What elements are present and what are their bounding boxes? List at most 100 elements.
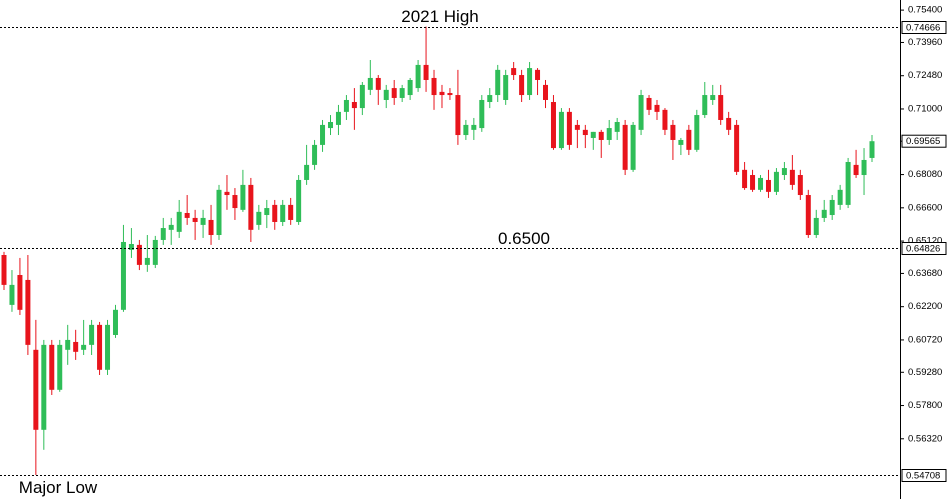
candle-body xyxy=(821,209,827,218)
level-annotation: 0.6500 xyxy=(498,229,550,248)
level-price-box xyxy=(901,21,947,34)
candle-body xyxy=(431,77,437,96)
level-price-label: 0.74666 xyxy=(906,23,940,34)
candle-body xyxy=(503,75,509,100)
candle-body xyxy=(184,212,190,218)
candle-body xyxy=(598,131,604,140)
y-tick-label: 0.60720 xyxy=(908,334,942,345)
level-price-label: 0.64826 xyxy=(906,244,940,255)
candle-body xyxy=(423,64,429,80)
candle-body xyxy=(9,284,15,305)
candle-body xyxy=(630,124,636,170)
candle-body xyxy=(606,128,612,140)
candle-body xyxy=(471,124,477,130)
candle-body xyxy=(742,169,748,189)
price-axis: 0.75400 0.73960 0.72480 0.71000 0.68080 0.666… xyxy=(900,0,947,499)
level-annotation: Major Low xyxy=(19,478,98,497)
candle-body xyxy=(566,111,572,145)
candle-body xyxy=(375,77,381,90)
candle-body xyxy=(327,121,333,129)
candle-body xyxy=(176,211,182,232)
candle-body xyxy=(845,161,851,205)
candle-body xyxy=(479,99,485,129)
candle-body xyxy=(304,164,310,180)
candle-body xyxy=(837,189,843,205)
level-price-label: 0.54708 xyxy=(906,471,940,482)
candle-body xyxy=(511,68,517,76)
candle-body xyxy=(25,279,31,345)
candle-body xyxy=(17,275,23,310)
candle-body xyxy=(447,93,453,96)
candle-body xyxy=(765,179,771,192)
current-price-label: 0.69565 xyxy=(906,136,940,147)
candle-body xyxy=(320,124,326,145)
candle-body xyxy=(495,69,501,96)
candle-body xyxy=(702,95,708,116)
candle-body xyxy=(694,115,700,150)
candle-body xyxy=(678,139,684,145)
candle-body xyxy=(136,244,142,265)
candle-body xyxy=(192,217,198,222)
candle-body xyxy=(280,204,286,222)
y-tick-label: 0.66600 xyxy=(908,202,942,213)
candle-body xyxy=(41,344,47,430)
y-tick-label: 0.72480 xyxy=(908,70,942,81)
candle-body xyxy=(750,175,756,190)
candle-body xyxy=(622,124,628,170)
candle-body xyxy=(232,195,238,209)
candle-body xyxy=(73,341,79,352)
candle-body xyxy=(718,95,724,120)
candle-body xyxy=(288,204,294,220)
candle-body xyxy=(797,175,803,196)
candle-body xyxy=(614,121,620,132)
candle-body xyxy=(519,75,525,96)
candle-body xyxy=(726,117,732,130)
candle-body xyxy=(1,255,7,285)
candle-body xyxy=(216,189,222,236)
candle-body xyxy=(296,179,302,222)
candle-body xyxy=(686,129,692,150)
candle-body xyxy=(81,344,87,350)
candle-body xyxy=(391,88,397,98)
candle-body xyxy=(128,243,134,250)
y-tick-label: 0.73960 xyxy=(908,37,942,48)
level-price-box xyxy=(901,242,947,255)
candle-body xyxy=(710,95,716,100)
candle-body xyxy=(200,217,206,225)
candle-body xyxy=(861,159,867,176)
candle-body xyxy=(758,177,764,190)
candle-body xyxy=(343,99,349,112)
candle-body xyxy=(813,217,819,236)
y-tick-label: 0.71000 xyxy=(908,103,942,114)
candle-body xyxy=(869,141,875,158)
candle-body xyxy=(112,309,118,335)
y-tick-label: 0.63680 xyxy=(908,268,942,279)
candle-body xyxy=(367,77,373,90)
candle-body xyxy=(399,88,405,98)
candle-body xyxy=(208,219,214,236)
candle-body xyxy=(168,224,174,230)
y-tick-label: 0.59280 xyxy=(908,367,942,378)
candle-body xyxy=(224,191,230,196)
y-tick-label: 0.65120 xyxy=(908,236,942,247)
y-tick-label: 0.75400 xyxy=(908,5,942,16)
candle-body xyxy=(654,104,660,112)
candle-body xyxy=(89,324,95,345)
candle-body xyxy=(550,102,556,149)
candle-body xyxy=(781,168,787,176)
candle-body xyxy=(439,91,445,96)
candle-body xyxy=(152,239,158,265)
candle-body xyxy=(33,349,39,430)
candle-body xyxy=(789,169,795,185)
candle-body xyxy=(734,124,740,172)
candle-body xyxy=(558,111,564,149)
candle-body xyxy=(646,97,652,110)
candle-body xyxy=(383,89,389,100)
candle-body xyxy=(455,95,461,136)
candle-body xyxy=(582,129,588,136)
candle-body xyxy=(638,95,644,130)
candle-body xyxy=(829,199,835,216)
